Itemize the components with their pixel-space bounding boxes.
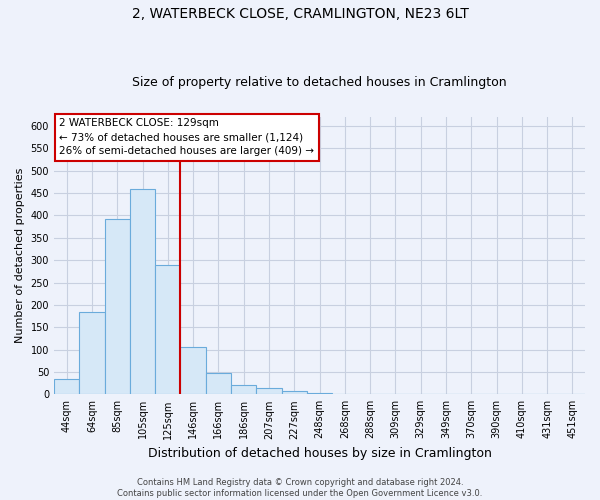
Text: Contains HM Land Registry data © Crown copyright and database right 2024.
Contai: Contains HM Land Registry data © Crown c… bbox=[118, 478, 482, 498]
Bar bbox=[256, 388, 281, 394]
Bar bbox=[155, 264, 181, 394]
Bar bbox=[130, 188, 155, 394]
Bar bbox=[181, 348, 206, 395]
Bar bbox=[281, 390, 307, 394]
Bar bbox=[206, 373, 231, 394]
Text: 2 WATERBECK CLOSE: 129sqm
← 73% of detached houses are smaller (1,124)
26% of se: 2 WATERBECK CLOSE: 129sqm ← 73% of detac… bbox=[59, 118, 314, 156]
Text: 2, WATERBECK CLOSE, CRAMLINGTON, NE23 6LT: 2, WATERBECK CLOSE, CRAMLINGTON, NE23 6L… bbox=[131, 8, 469, 22]
Bar bbox=[54, 378, 79, 394]
X-axis label: Distribution of detached houses by size in Cramlington: Distribution of detached houses by size … bbox=[148, 447, 491, 460]
Y-axis label: Number of detached properties: Number of detached properties bbox=[15, 168, 25, 344]
Title: Size of property relative to detached houses in Cramlington: Size of property relative to detached ho… bbox=[132, 76, 507, 90]
Bar bbox=[104, 218, 130, 394]
Bar bbox=[79, 312, 104, 394]
Bar bbox=[231, 386, 256, 394]
